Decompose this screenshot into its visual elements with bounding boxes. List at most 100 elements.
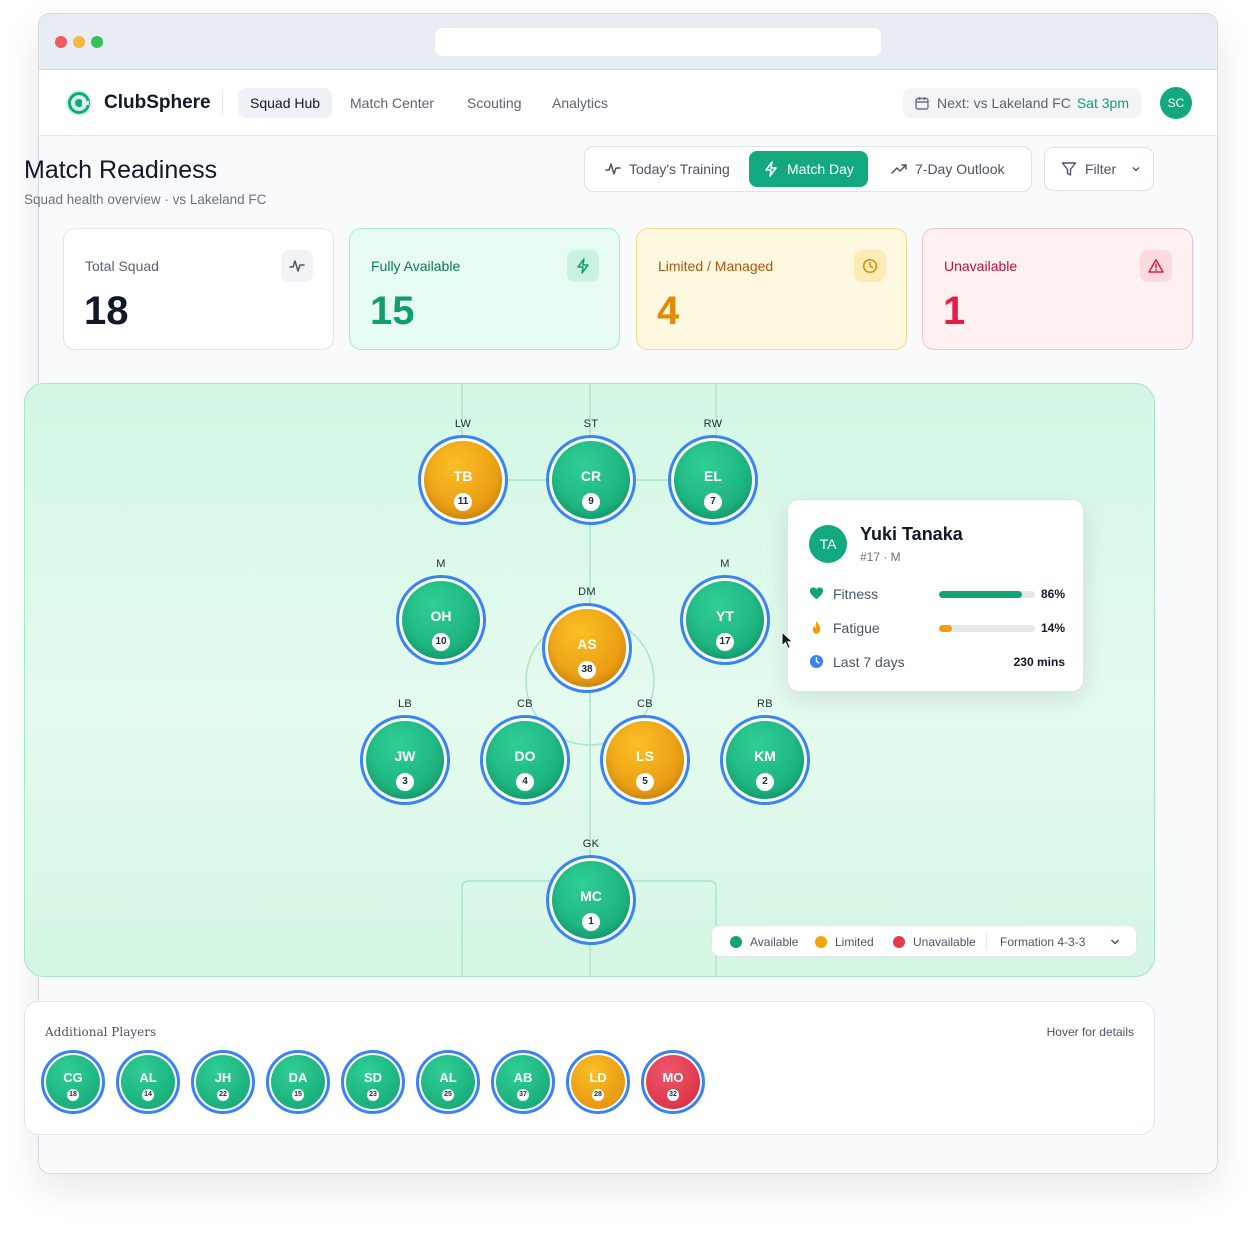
player-disc: MC 1 — [552, 861, 630, 939]
page-subtitle: Squad health overview · vs Lakeland FC — [24, 192, 267, 207]
stat-card-unavailable[interactable]: Unavailable 1 — [922, 228, 1193, 350]
player-initials: MC — [580, 888, 602, 904]
nav-tab-analytics[interactable]: Analytics — [552, 95, 609, 111]
player-mc[interactable]: MC 1 — [546, 855, 636, 945]
stat-value: 15 — [370, 289, 415, 333]
stat-card-fully-available[interactable]: Fully Available 15 — [349, 228, 620, 350]
mode-label: Match Day — [787, 161, 854, 177]
player-initials: DA — [288, 1070, 308, 1085]
chevron-down-icon[interactable] — [1109, 936, 1121, 948]
player-disc: MO 32 — [646, 1055, 700, 1109]
player-number: 9 — [582, 493, 600, 511]
player-as[interactable]: AS 38 — [542, 603, 632, 693]
stat-card-limited-managed[interactable]: Limited / Managed 4 — [636, 228, 907, 350]
player-detail-tooltip: TA Yuki Tanaka #17 · M Fitness 86% Fatig… — [787, 499, 1084, 692]
player-initials: TB — [453, 468, 473, 484]
stat-value: 18 — [84, 289, 129, 333]
formation-select[interactable]: Formation 4-3-3 — [1000, 935, 1086, 949]
nav-tab-squad-hub[interactable]: Squad Hub — [238, 88, 333, 118]
brand-name: ClubSphere — [104, 92, 211, 113]
position-label-rm: M — [720, 558, 730, 570]
bench-player-ld[interactable]: LD 28 — [566, 1050, 630, 1114]
player-initials: EL — [704, 468, 722, 484]
player-number: 25 — [442, 1089, 454, 1101]
nav-tab-scouting[interactable]: Scouting — [467, 95, 522, 111]
player-number: 4 — [516, 773, 534, 791]
stat-card-total-squad[interactable]: Total Squad 18 — [63, 228, 334, 350]
bench-player-jh[interactable]: JH 22 — [191, 1050, 255, 1114]
window-minimize-dot[interactable] — [73, 36, 85, 48]
bench-player-ab[interactable]: AB 37 — [491, 1050, 555, 1114]
address-bar[interactable] — [435, 28, 881, 56]
heart-icon — [809, 587, 824, 600]
legend-label: Available — [750, 935, 799, 949]
mode-todays-training-button[interactable]: Today's Training — [591, 151, 744, 187]
fatigue-label: Fatigue — [833, 620, 880, 636]
legend-available: Available — [730, 935, 798, 949]
player-do[interactable]: DO 4 — [480, 715, 570, 805]
bench-player-al[interactable]: AL 14 — [116, 1050, 180, 1114]
stat-label: Total Squad — [85, 258, 159, 274]
player-yt[interactable]: YT 17 — [680, 575, 770, 665]
flame-icon — [812, 620, 821, 634]
player-jw[interactable]: JW 3 — [360, 715, 450, 805]
activity-icon — [605, 163, 621, 175]
player-oh[interactable]: OH 10 — [396, 575, 486, 665]
bench-player-al-25[interactable]: AL 25 — [416, 1050, 480, 1114]
player-disc: JW 3 — [366, 721, 444, 799]
player-disc: TB 11 — [424, 441, 502, 519]
bench-player-da[interactable]: DA 15 — [266, 1050, 330, 1114]
filter-button[interactable]: Filter — [1044, 147, 1154, 191]
window-close-dot[interactable] — [55, 36, 67, 48]
clock-icon — [854, 250, 886, 282]
position-label-rb: RB — [757, 698, 773, 710]
player-number: 14 — [142, 1089, 154, 1101]
legend-label: Limited — [835, 935, 874, 949]
legend-limited: Limited — [815, 935, 874, 949]
additional-players-panel: Additional Players Hover for details CG 1… — [24, 1001, 1155, 1135]
player-tb[interactable]: TB 11 — [418, 435, 508, 525]
player-disc: OH 10 — [402, 581, 480, 659]
player-ls[interactable]: LS 5 — [600, 715, 690, 805]
position-label-lm: M — [436, 558, 446, 570]
player-cr[interactable]: CR 9 — [546, 435, 636, 525]
unavailable-swatch — [893, 936, 905, 948]
mode-7-day-outlook-button[interactable]: 7-Day Outlook — [877, 151, 1018, 187]
stat-value: 4 — [657, 289, 680, 333]
player-el[interactable]: EL 7 — [668, 435, 758, 525]
position-label-lcb: CB — [517, 698, 533, 710]
minutes-label: Last 7 days — [833, 654, 905, 670]
player-disc: LS 5 — [606, 721, 684, 799]
position-label-lb: LB — [397, 698, 413, 710]
browser-chrome — [39, 14, 1217, 70]
player-number: 5 — [636, 773, 654, 791]
player-initials: AL — [439, 1070, 457, 1085]
clock-icon — [809, 654, 824, 669]
player-number: 11 — [454, 493, 472, 511]
tooltip-player-meta: #17 · M — [860, 550, 901, 564]
position-label-lw: LW — [454, 418, 472, 430]
nav-tab-match-center[interactable]: Match Center — [350, 95, 435, 111]
user-avatar[interactable]: SC — [1160, 87, 1192, 119]
bench-player-sd[interactable]: SD 23 — [341, 1050, 405, 1114]
mode-match-day-button[interactable]: Match Day — [749, 151, 868, 187]
player-disc: EL 7 — [674, 441, 752, 519]
position-label-gk: GK — [582, 838, 600, 850]
player-number: 23 — [367, 1089, 379, 1101]
top-navbar: ClubSphere Squad Hub Match Center Scouti… — [39, 70, 1217, 136]
next-match-chip[interactable]: Next: vs Lakeland FC Sat 3pm — [903, 88, 1141, 118]
player-initials: JH — [214, 1070, 232, 1085]
window-maximize-dot[interactable] — [91, 36, 103, 48]
filter-label: Filter — [1085, 161, 1117, 177]
mode-label: 7-Day Outlook — [915, 161, 1005, 177]
player-number: 38 — [578, 661, 596, 679]
mouse-cursor-icon — [781, 631, 794, 650]
fatigue-bar-fill — [939, 625, 953, 632]
stat-label: Unavailable — [944, 258, 1018, 274]
player-disc: AL 25 — [421, 1055, 475, 1109]
bench-player-cg[interactable]: CG 18 — [41, 1050, 105, 1114]
player-km[interactable]: KM 2 — [720, 715, 810, 805]
alert-triangle-icon — [1140, 250, 1172, 282]
bench-player-mo[interactable]: MO 32 — [641, 1050, 705, 1114]
tooltip-minutes-row: Last 7 days 230 mins — [809, 652, 1065, 672]
